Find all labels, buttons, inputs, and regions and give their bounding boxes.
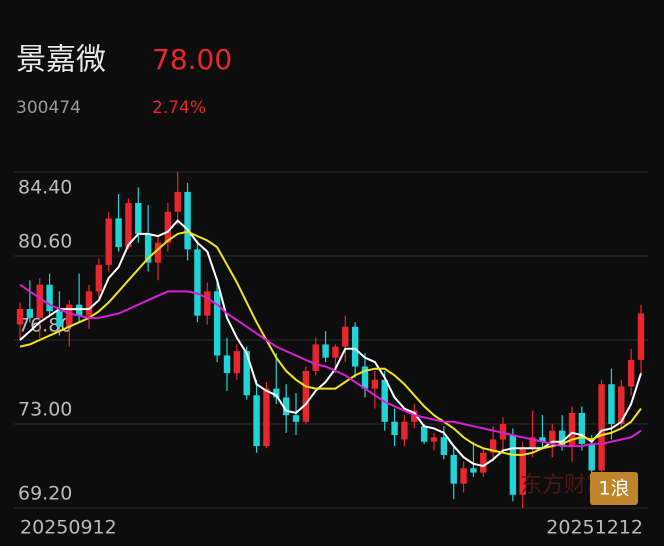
candle-body	[213, 291, 221, 356]
candle-body	[174, 191, 181, 212]
candle-body	[273, 388, 280, 398]
candle-body	[489, 439, 497, 453]
y-tick-label: 69.20	[18, 483, 72, 505]
candle-body	[194, 249, 201, 316]
candle-body	[361, 366, 369, 389]
candle-body	[391, 421, 398, 436]
candle-body	[26, 309, 34, 318]
candle-body	[95, 264, 103, 292]
candle-body	[125, 202, 132, 248]
candle-body	[66, 304, 73, 327]
candle-body	[243, 351, 250, 396]
candle-body	[115, 218, 122, 248]
candle-body	[618, 386, 625, 424]
candle-body	[223, 355, 231, 374]
candle-body	[539, 437, 546, 442]
candle-body	[282, 397, 290, 416]
candle-body	[322, 344, 329, 358]
candle-body	[440, 437, 448, 455]
candle-body	[351, 326, 359, 367]
candle-body	[36, 284, 43, 318]
candle-body	[342, 326, 349, 347]
candle-body	[558, 430, 566, 447]
stock-name: 景嘉微	[16, 43, 106, 78]
candle-body	[204, 291, 211, 316]
candle-body	[549, 430, 556, 442]
wave-badge[interactable]	[590, 472, 638, 505]
y-tick-label: 73.00	[18, 399, 72, 421]
y-tick-label: 80.60	[18, 231, 72, 253]
candle-body	[509, 435, 517, 495]
stock-change: 2.74%	[152, 98, 206, 118]
candle-body	[144, 233, 152, 263]
candle-body	[75, 304, 83, 316]
candle-body	[608, 384, 615, 424]
candle-body	[46, 284, 53, 312]
candle-body	[292, 415, 300, 422]
candle-body	[233, 351, 241, 374]
candle-body	[411, 410, 418, 422]
candle-body	[637, 313, 645, 360]
candle-body	[578, 412, 586, 444]
ma-line	[19, 230, 642, 456]
stock-code: 300474	[16, 98, 81, 118]
candle-body	[135, 202, 142, 234]
candle-body	[401, 421, 408, 440]
candle-body	[598, 384, 605, 471]
ma-line	[19, 219, 642, 468]
candle-body	[480, 452, 487, 473]
candle-body	[568, 412, 576, 447]
candle-body	[263, 388, 270, 447]
candle-body	[332, 346, 339, 358]
candle-body	[460, 468, 467, 484]
x-end-label: 20251212	[546, 517, 643, 539]
candle-body	[420, 426, 428, 442]
candle-body	[85, 291, 93, 316]
candle-body	[184, 191, 191, 250]
candle-body	[470, 468, 477, 473]
candle-body	[499, 424, 507, 440]
candle-body	[627, 359, 635, 387]
candle-body	[56, 311, 63, 327]
candle-body	[450, 454, 457, 484]
candle-body	[312, 344, 319, 371]
x-start-label: 20250912	[20, 517, 117, 539]
ma-line	[19, 283, 642, 448]
candle-body	[164, 211, 172, 243]
candle-body	[519, 448, 526, 495]
wave-badge-text[interactable]: 1浪	[598, 478, 629, 500]
candle-body	[16, 309, 24, 325]
candle-body	[302, 370, 310, 422]
candle-body	[253, 395, 260, 447]
candle-body	[371, 379, 379, 389]
y-tick-label: 84.40	[18, 177, 72, 199]
stock-price: 78.00	[152, 43, 232, 76]
candle-body	[430, 437, 438, 442]
candle-body	[529, 437, 536, 449]
candle-body	[105, 218, 112, 265]
candle-body	[154, 242, 162, 263]
candle-body	[588, 443, 595, 471]
